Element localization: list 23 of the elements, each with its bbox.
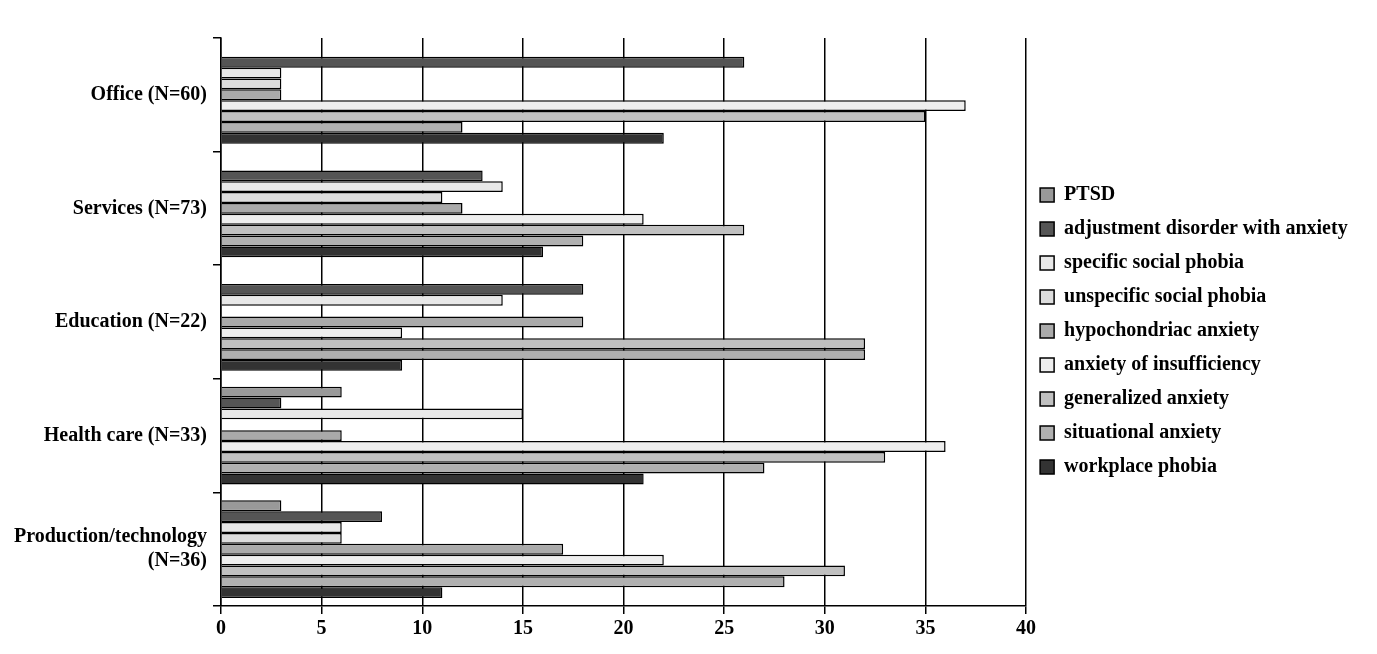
x-tick-label: 10 bbox=[412, 616, 433, 639]
legend-label: situational anxiety bbox=[1064, 420, 1222, 444]
x-tick-label: 20 bbox=[613, 616, 634, 639]
x-tick-label: 0 bbox=[215, 616, 226, 639]
x-tick-label: 30 bbox=[814, 616, 835, 639]
legend-label: unspecific social phobia bbox=[1064, 284, 1267, 308]
legend-label: hypochondriac anxiety bbox=[1064, 318, 1260, 342]
legend-label: workplace phobia bbox=[1064, 454, 1217, 478]
y-tick-label: Health care (N=33) bbox=[43, 422, 207, 446]
x-tick-label: 5 bbox=[316, 616, 327, 639]
legend-label: PTSD bbox=[1064, 182, 1116, 205]
x-tick-label: 35 bbox=[915, 616, 936, 639]
legend-label: anxiety of insufficiency bbox=[1064, 352, 1261, 376]
legend-label: specific social phobia bbox=[1064, 250, 1245, 274]
y-tick-label: Production/technology (N=36) bbox=[14, 524, 207, 572]
y-tick-label: Education (N=22) bbox=[55, 309, 207, 333]
legend-label: generalized anxiety bbox=[1064, 386, 1230, 410]
y-tick-label: Services (N=73) bbox=[72, 195, 207, 219]
x-tick-label: 25 bbox=[714, 616, 735, 639]
y-tick-label: Office (N=60) bbox=[90, 81, 207, 105]
legend-label: adjustment disorder with anxiety bbox=[1064, 216, 1348, 240]
x-tick-label: 15 bbox=[512, 616, 533, 639]
x-tick-label: 40 bbox=[1016, 616, 1037, 639]
